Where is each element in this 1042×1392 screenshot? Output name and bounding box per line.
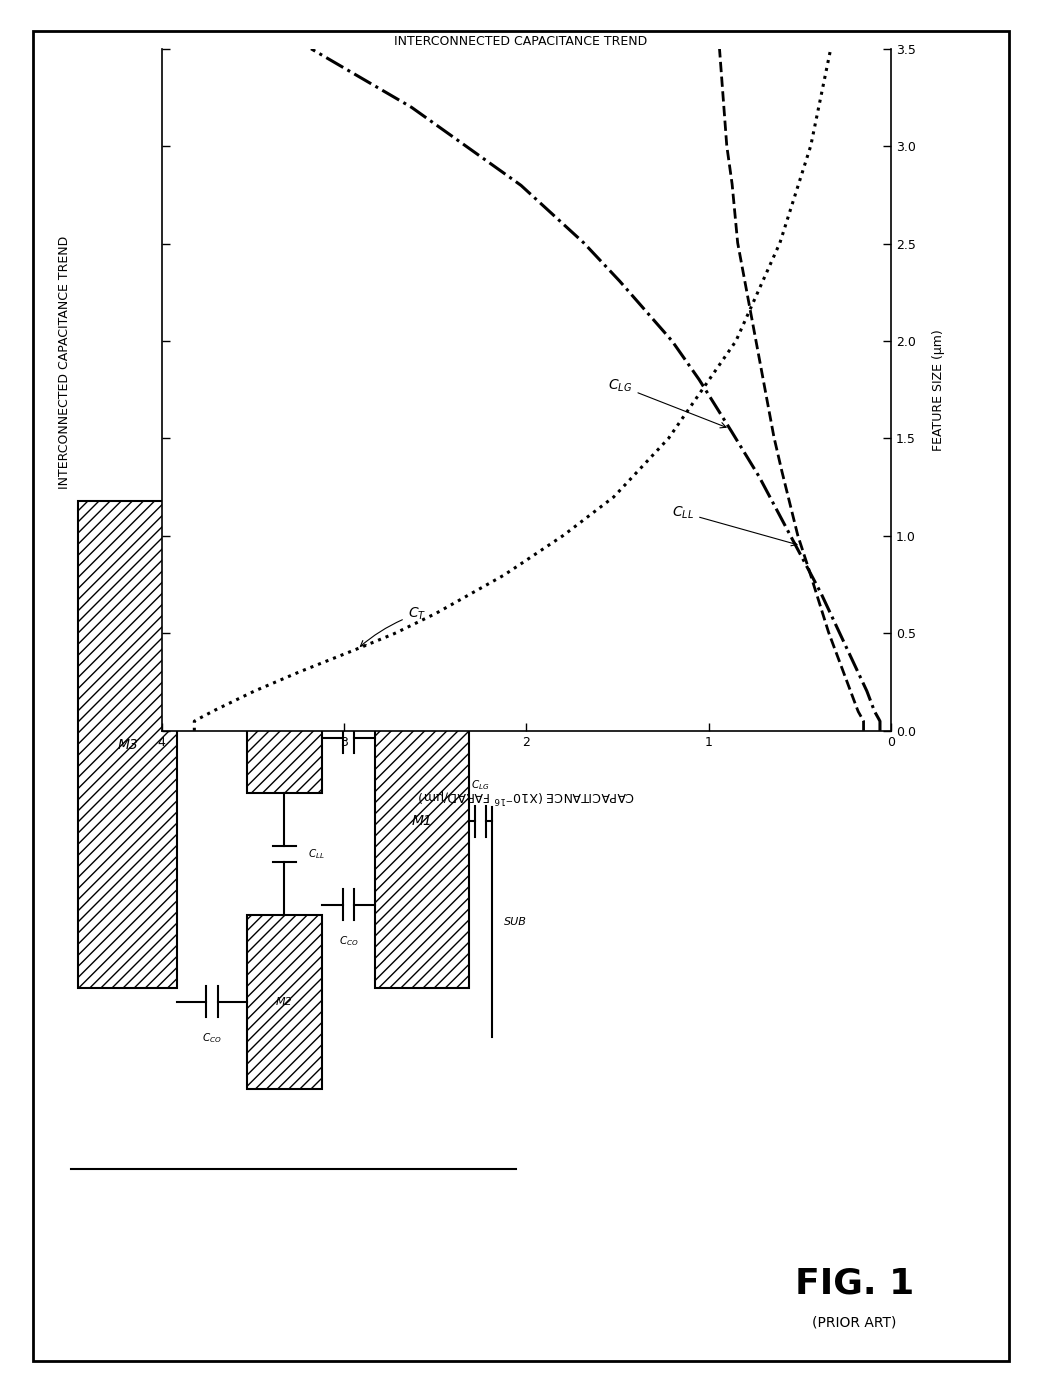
Text: M2: M2 <box>276 997 293 1006</box>
Text: C$_{CO}$: C$_{CO}$ <box>202 1030 222 1044</box>
Bar <box>247 915 322 1089</box>
Text: C$_{LL}$: C$_{LL}$ <box>672 504 797 546</box>
X-axis label: CAPACITANCE (X10$^{-16}$ FARAD/μm): CAPACITANCE (X10$^{-16}$ FARAD/μm) <box>418 785 635 805</box>
Text: INTERCONNECTED CAPACITANCE TREND: INTERCONNECTED CAPACITANCE TREND <box>394 35 648 47</box>
Text: INTERCONNECTED CAPACITANCE TREND: INTERCONNECTED CAPACITANCE TREND <box>58 235 71 489</box>
Text: C$_{CO}$: C$_{CO}$ <box>339 695 358 709</box>
Y-axis label: FEATURE SIZE (μm): FEATURE SIZE (μm) <box>933 329 945 451</box>
Text: C$_{LL}$: C$_{LL}$ <box>308 848 325 860</box>
Text: C$_T$: C$_T$ <box>361 606 426 646</box>
Bar <box>247 619 322 793</box>
Text: C$_{LG}$: C$_{LG}$ <box>609 377 726 427</box>
Text: (PRIOR ART): (PRIOR ART) <box>813 1315 896 1329</box>
Text: SUB: SUB <box>504 917 527 927</box>
Text: C$_{CO}$: C$_{CO}$ <box>202 664 222 678</box>
Text: C$_{CO}$: C$_{CO}$ <box>339 934 358 948</box>
Text: FIG. 1: FIG. 1 <box>795 1267 914 1300</box>
Bar <box>375 654 469 988</box>
Text: M2: M2 <box>276 702 293 711</box>
Bar <box>78 501 177 988</box>
Text: C$_{LG}$: C$_{LG}$ <box>471 778 490 792</box>
Text: M3: M3 <box>117 738 139 752</box>
Text: M1: M1 <box>412 814 432 828</box>
